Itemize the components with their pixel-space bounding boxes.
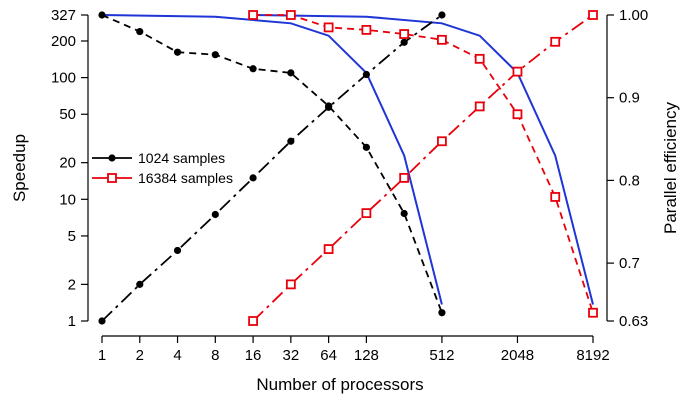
- data-point: [438, 11, 446, 19]
- fit-curves: [101, 14, 594, 305]
- y-left-tick-label: 20: [59, 155, 76, 172]
- data-point: [323, 22, 334, 33]
- series-lines: [101, 14, 594, 322]
- y-left-tick-label: 1: [68, 313, 76, 330]
- series-16384-efficiency-line: [253, 14, 594, 313]
- legend-marker-1024: [108, 154, 116, 162]
- x-tick-label: 1: [98, 347, 106, 364]
- data-point: [512, 109, 523, 120]
- data-point: [438, 309, 446, 317]
- data-point: [98, 11, 106, 19]
- legend-label-16384: 16384 samples: [138, 170, 233, 186]
- legend-marker-16384: [107, 173, 117, 183]
- data-point: [325, 102, 333, 110]
- data-point: [362, 143, 370, 151]
- data-point: [361, 208, 372, 219]
- y-right-tick-label: 0.8: [619, 172, 640, 189]
- data-point: [173, 246, 182, 255]
- data-point: [285, 279, 296, 290]
- data-point: [323, 244, 334, 254]
- y-right-tick-label: 0.9: [619, 90, 640, 107]
- y-left-tick-label: 10: [59, 191, 76, 208]
- data-point: [588, 307, 598, 318]
- y-left-tick-label: 5: [68, 228, 76, 245]
- data-point: [550, 36, 561, 47]
- data-point: [287, 69, 295, 77]
- x-tick-label: 8: [211, 347, 219, 364]
- data-point: [287, 137, 295, 145]
- data-point: [285, 10, 296, 20]
- x-tick-label: 8192: [576, 347, 609, 364]
- data-point: [361, 24, 372, 35]
- data-point: [249, 174, 257, 182]
- data-point: [399, 29, 410, 39]
- y-left-tick-label: 2: [68, 276, 76, 293]
- data-point: [550, 192, 561, 202]
- y-right-tick-label: 1.00: [619, 7, 648, 24]
- y-right-tick-label: 0.7: [619, 255, 640, 272]
- series-1024-speedup-line: [101, 14, 443, 322]
- series-1024-efficiency-line: [101, 14, 443, 314]
- y-left-tick-label: 50: [59, 106, 76, 123]
- data-point: [173, 48, 182, 56]
- data-point: [588, 10, 598, 20]
- data-point: [211, 51, 219, 59]
- data-point: [98, 317, 106, 325]
- data-point: [437, 136, 447, 147]
- data-point: [474, 101, 485, 112]
- axes: 1 2 4 8 16 32 64 128 512 2048 8192 1 2 5 10 20 50 100 200 3…: [51, 7, 648, 364]
- legend-label-1024: 1024 samples: [138, 150, 225, 166]
- x-tick-label: 128: [354, 347, 379, 364]
- y-right-tick-label: 0.63: [619, 313, 648, 330]
- data-point: [400, 38, 408, 46]
- y-left-tick-label: 100: [51, 70, 76, 87]
- data-point: [437, 34, 447, 45]
- efficiency-fit-curve: [101, 14, 443, 305]
- data-point: [248, 10, 258, 20]
- series-markers: [98, 10, 598, 326]
- x-tick-label: 32: [283, 347, 300, 364]
- data-point: [474, 53, 485, 64]
- y-axis-left-title: Speedup: [10, 134, 29, 202]
- data-point: [512, 66, 523, 77]
- data-point: [211, 210, 219, 219]
- x-tick-label: 4: [173, 347, 181, 364]
- data-point: [136, 280, 144, 288]
- x-tick-label: 16: [245, 347, 262, 364]
- y-left-tick-label: 200: [51, 33, 76, 50]
- efficiency-fit-curve: [253, 14, 594, 305]
- data-point: [248, 316, 258, 326]
- y-left-tick-label: 327: [51, 7, 76, 24]
- data-point: [399, 172, 410, 183]
- data-point: [249, 65, 257, 73]
- x-tick-label: 2: [136, 347, 144, 364]
- x-axis-title: Number of processors: [256, 375, 423, 394]
- y-axis-right-title: Parallel efficiency: [661, 102, 680, 234]
- series-16384-speedup-line: [252, 14, 594, 322]
- data-point: [136, 27, 144, 36]
- x-tick-label: 2048: [501, 347, 534, 364]
- x-tick-label: 512: [429, 347, 454, 364]
- x-tick-label: 64: [320, 347, 337, 364]
- legend: 1024 samples 16384 samples: [92, 150, 233, 186]
- data-point: [400, 209, 408, 218]
- data-point: [362, 70, 370, 79]
